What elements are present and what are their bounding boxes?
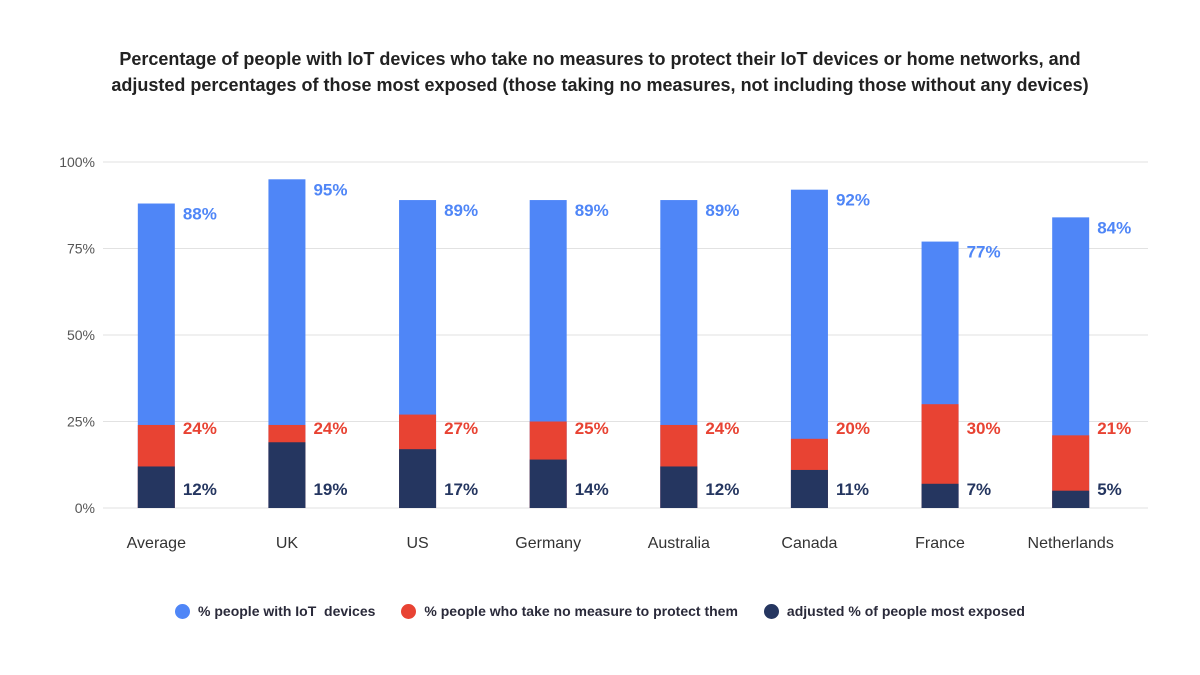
x-tick-label: Australia [648, 535, 710, 552]
legend-label: adjusted % of people most exposed [786, 603, 1025, 619]
bar-most-exposed [137, 466, 175, 508]
data-label: 11% [836, 480, 869, 499]
data-label: 89% [705, 201, 739, 220]
data-label: 84% [1097, 218, 1131, 237]
y-tick-label: 0% [75, 500, 95, 516]
data-label: 95% [313, 180, 347, 199]
legend-swatch-blue [175, 603, 191, 619]
data-label: 5% [1097, 480, 1122, 499]
bar-most-exposed [529, 459, 567, 508]
x-tick-label: Average [127, 535, 186, 552]
data-label: 7% [967, 480, 992, 499]
data-label: 19% [313, 480, 347, 499]
data-label: 89% [444, 201, 478, 220]
bar-most-exposed [268, 442, 306, 508]
legend-swatch-red [401, 603, 417, 619]
data-label: 12% [705, 480, 739, 499]
data-label: 92% [836, 191, 870, 210]
x-tick-label: Germany [515, 535, 581, 552]
legend-label: % people who take no measure to protect … [424, 603, 738, 619]
legend-label: % people with IoT devices [198, 603, 376, 619]
chart-title-line-2: adjusted percentages of those most expos… [111, 75, 1089, 95]
x-tick-label: Netherlands [1028, 535, 1114, 552]
data-label: 24% [183, 419, 217, 438]
x-tick-label: US [406, 535, 428, 552]
data-label: 14% [575, 480, 609, 499]
legend: % people with IoT devices % people who t… [0, 603, 1200, 619]
bar-most-exposed [1052, 490, 1090, 508]
y-tick-label: 75% [67, 241, 95, 257]
bar-most-exposed [660, 466, 698, 508]
x-tick-label: Canada [781, 535, 837, 552]
y-tick-label: 25% [67, 414, 95, 430]
y-tick-label: 50% [67, 327, 95, 343]
data-label: 24% [705, 419, 739, 438]
data-label: 20% [836, 419, 870, 438]
legend-item-iot-devices: % people with IoT devices [175, 603, 375, 619]
legend-item-most-exposed: adjusted % of people most exposed [763, 603, 1025, 619]
data-label: 25% [575, 419, 609, 438]
data-label: 17% [444, 480, 478, 499]
y-tick-label: 100% [59, 154, 95, 170]
data-label: 88% [183, 205, 217, 224]
data-label: 89% [575, 201, 609, 220]
data-label: 21% [1097, 419, 1131, 438]
data-label: 24% [313, 419, 347, 438]
chart-title: Percentage of people with IoT devices wh… [0, 46, 1200, 98]
chart-title-line-1: Percentage of people with IoT devices wh… [119, 49, 1081, 69]
bar-most-exposed [790, 469, 828, 508]
x-tick-label: France [915, 535, 965, 552]
bar-most-exposed [399, 449, 437, 508]
legend-item-no-measures: % people who take no measure to protect … [401, 603, 738, 619]
legend-swatch-navy [763, 603, 779, 619]
data-label: 77% [967, 243, 1001, 262]
data-label: 27% [444, 419, 478, 438]
data-label: 12% [183, 480, 217, 499]
bar-most-exposed [921, 483, 959, 508]
data-label: 30% [967, 419, 1001, 438]
x-tick-label: UK [276, 535, 299, 552]
